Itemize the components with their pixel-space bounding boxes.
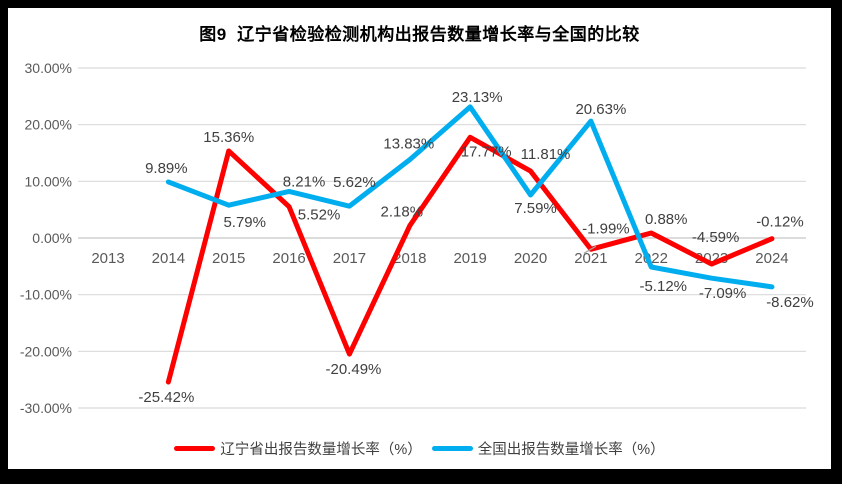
svg-text:20.63%: 20.63% xyxy=(575,101,626,118)
svg-text:2.18%: 2.18% xyxy=(381,204,424,221)
svg-text:11.81%: 11.81% xyxy=(521,146,571,163)
svg-text:-7.09%: -7.09% xyxy=(699,285,747,302)
svg-text:9.89%: 9.89% xyxy=(145,160,188,177)
svg-text:7.59%: 7.59% xyxy=(514,200,557,217)
svg-text:2024: 2024 xyxy=(755,250,788,267)
svg-text:2021: 2021 xyxy=(574,250,607,267)
line-chart-canvas: 30.00% 20.00% 10.00% 0.00% -10.00% -20.00% -30… xyxy=(20,60,814,416)
svg-text:10.00%: 10.00% xyxy=(25,173,72,189)
chart-legend: 辽宁省出报告数量增长率（%） 全国出报告数量增长率（%） xyxy=(8,438,831,459)
legend-item-liaoning: 辽宁省出报告数量增长率（%） xyxy=(174,438,422,459)
legend-label-national: 全国出报告数量增长率（%） xyxy=(477,442,665,458)
svg-text:13.83%: 13.83% xyxy=(383,136,434,153)
svg-text:2017: 2017 xyxy=(333,250,366,267)
svg-text:17.77%: 17.77% xyxy=(461,143,512,160)
svg-text:2022: 2022 xyxy=(635,250,668,267)
svg-text:15.36%: 15.36% xyxy=(203,129,254,146)
svg-text:-10.00%: -10.00% xyxy=(20,287,72,303)
chart-area: 图9 辽宁省检验检测机构出报告数量增长率与全国的比较 30.00% 20.00% 1… xyxy=(8,8,831,469)
chart-title: 图9 辽宁省检验检测机构出报告数量增长率与全国的比较 xyxy=(199,25,640,44)
svg-text:5.52%: 5.52% xyxy=(298,207,341,224)
svg-text:-30.00%: -30.00% xyxy=(20,400,72,416)
svg-text:2014: 2014 xyxy=(152,250,185,267)
legend-swatch-national-icon xyxy=(431,446,473,451)
svg-text:-5.12%: -5.12% xyxy=(639,278,687,295)
svg-text:0.88%: 0.88% xyxy=(645,211,688,228)
svg-text:8.21%: 8.21% xyxy=(283,173,326,190)
svg-text:5.62%: 5.62% xyxy=(333,174,376,191)
svg-text:-1.99%: -1.99% xyxy=(582,220,630,237)
svg-text:30.00%: 30.00% xyxy=(25,60,72,76)
svg-text:-25.42%: -25.42% xyxy=(138,389,194,406)
svg-text:2020: 2020 xyxy=(514,250,547,267)
legend-swatch-liaoning-icon xyxy=(174,446,216,451)
svg-text:2018: 2018 xyxy=(393,250,426,267)
svg-text:0.00%: 0.00% xyxy=(32,230,72,246)
legend-label-liaoning: 辽宁省出报告数量增长率（%） xyxy=(220,442,422,458)
legend-item-national: 全国出报告数量增长率（%） xyxy=(431,438,665,459)
svg-text:-20.49%: -20.49% xyxy=(326,361,382,378)
svg-text:2013: 2013 xyxy=(91,250,124,267)
svg-text:-20.00%: -20.00% xyxy=(20,343,72,359)
svg-text:-0.12%: -0.12% xyxy=(756,214,804,231)
svg-text:5.79%: 5.79% xyxy=(223,214,266,231)
svg-text:-8.62%: -8.62% xyxy=(766,294,814,311)
svg-text:-4.59%: -4.59% xyxy=(692,229,740,246)
svg-text:20.00%: 20.00% xyxy=(25,117,72,133)
svg-text:23.13%: 23.13% xyxy=(452,89,503,106)
svg-text:2019: 2019 xyxy=(453,250,486,267)
svg-text:2016: 2016 xyxy=(272,250,305,267)
svg-text:2015: 2015 xyxy=(212,250,245,267)
